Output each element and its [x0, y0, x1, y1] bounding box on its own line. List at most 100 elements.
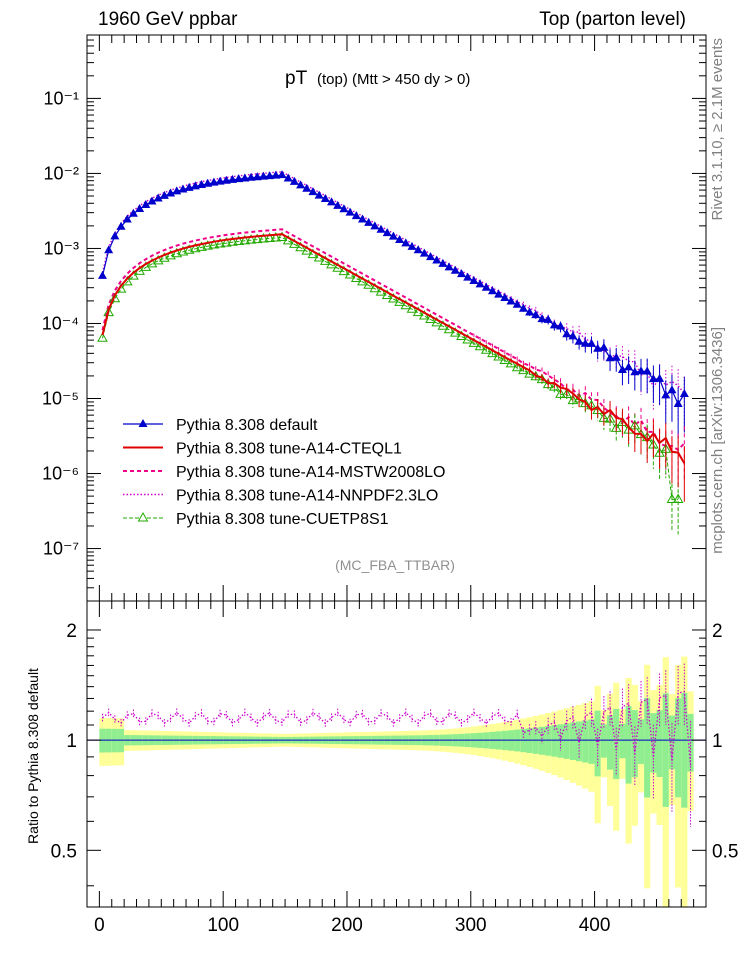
band-1sigma [644, 698, 651, 798]
data-point [265, 171, 275, 180]
x-tick-label: 400 [579, 915, 611, 936]
data-point [364, 217, 374, 226]
x-tick-label: 200 [331, 915, 363, 936]
plot-title-main: pT [285, 68, 308, 89]
data-point [599, 342, 609, 351]
band-1sigma [681, 692, 688, 808]
legend-entry-mstw: Pythia 8.308 tune-A14-MSTW2008LO [123, 464, 445, 481]
data-point [246, 172, 256, 181]
data-point [171, 247, 183, 258]
data-point [159, 190, 169, 199]
data-point [382, 228, 392, 237]
data-point [214, 238, 226, 248]
band-1sigma [563, 723, 570, 759]
data-point [227, 174, 237, 183]
data-point [240, 173, 250, 182]
plot-title-sub: (top) (Mtt > 450 dy > 0) [317, 71, 470, 88]
legend-entry-nnpdf: Pythia 8.308 tune-A14-NNPDF2.3LO [123, 488, 438, 505]
data-point [147, 196, 157, 205]
rivet-label: Rivet 3.1.10, ≥ 2.1M events [709, 38, 726, 221]
ratio-plot: 0.5 0.5 1 1 2 2 0 100 200 300 400 Ratio to Pythia … [25, 600, 738, 936]
legend-marker [138, 419, 148, 427]
data-point [413, 245, 423, 254]
y-tick-label: 10⁻⁴ [42, 313, 79, 333]
data-point [339, 204, 349, 213]
data-point [555, 388, 566, 398]
series-line-nnpdf [101, 171, 685, 395]
data-point [166, 188, 176, 197]
data-point [221, 175, 231, 184]
ratio-ylabel: Ratio to Pythia 8.308 default [25, 668, 41, 844]
data-point [567, 394, 579, 405]
data-point [141, 199, 151, 208]
ratio-ticks: 0.5 0.5 1 1 2 2 0 100 200 300 400 [51, 601, 738, 936]
data-point [419, 248, 429, 257]
data-point [605, 353, 615, 362]
legend-label: Pythia 8.308 default [176, 417, 318, 434]
data-point [512, 299, 522, 308]
data-point [395, 234, 405, 243]
data-point [511, 361, 523, 372]
data-point [561, 388, 573, 398]
data-point [506, 296, 516, 305]
data-point [636, 366, 646, 375]
data-point [574, 336, 584, 345]
y-tick-label: 10⁻⁵ [42, 389, 79, 409]
ratio-y-tick-label-right: 0.5 [712, 841, 738, 862]
data-point [227, 236, 238, 246]
data-point [432, 255, 442, 264]
ratio-line-nnpdf [102, 690, 692, 766]
mcplots-label: mcplots.cern.ch [arXiv:1306.3436] [709, 327, 726, 554]
data-point [548, 381, 560, 391]
data-point [444, 262, 454, 271]
data-point [518, 364, 529, 375]
data-point [537, 314, 547, 323]
data-point [233, 235, 245, 246]
data-point [208, 239, 220, 249]
data-point [189, 242, 201, 253]
legend: Pythia 8.308 default Pythia 8.308 tune-A1… [123, 417, 445, 528]
data-point [97, 332, 108, 342]
data-point [525, 307, 535, 316]
band-1sigma [650, 713, 657, 773]
data-point [215, 176, 225, 185]
band-1sigma [588, 719, 595, 764]
data-point [370, 221, 380, 230]
y-tick-label: 10⁻⁶ [42, 464, 79, 484]
data-point [314, 190, 324, 199]
main-series-layer [97, 170, 689, 535]
data-point [487, 286, 497, 295]
legend-entry-cteql1: Pythia 8.308 tune-A14-CTEQL1 [123, 441, 402, 458]
legend-entry-cuetp8s1: Pythia 8.308 tune-CUETP8S1 [123, 511, 389, 528]
ratio-uncertainty-bands [87, 656, 706, 907]
data-point [258, 171, 268, 180]
legend-entry-default: Pythia 8.308 default [123, 417, 318, 434]
band-1sigma [545, 725, 552, 756]
ratio-y-tick-label: 0.5 [51, 841, 77, 862]
band-1sigma [594, 710, 601, 777]
watermark: (MC_FBA_TTBAR) [335, 557, 455, 573]
data-point [177, 245, 189, 256]
data-point [183, 244, 195, 254]
data-point [103, 306, 115, 317]
data-point [308, 187, 318, 196]
x-tick-label: 100 [207, 915, 239, 936]
legend-label: Pythia 8.308 tune-A14-MSTW2008LO [176, 464, 445, 481]
data-point [104, 245, 114, 254]
data-point [463, 272, 473, 281]
data-point [320, 194, 330, 203]
band-1sigma [557, 724, 564, 758]
data-point [672, 493, 684, 504]
data-point [543, 314, 553, 323]
data-point [234, 174, 244, 183]
data-point [518, 303, 528, 312]
data-point [302, 183, 312, 192]
data-point [388, 231, 398, 240]
data-point [122, 214, 132, 223]
data-point [586, 338, 596, 347]
data-point [666, 493, 678, 504]
data-point [475, 279, 485, 288]
legend-label: Pythia 8.308 tune-A14-NNPDF2.3LO [176, 488, 438, 505]
data-point [196, 241, 207, 251]
